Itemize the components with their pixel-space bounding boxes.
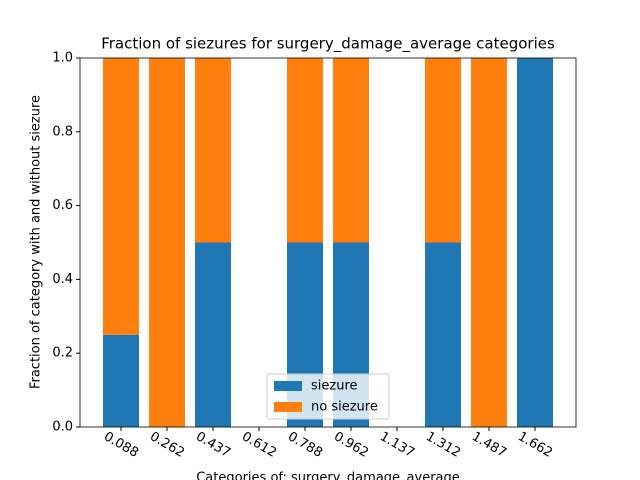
- x-tick-label: 1.487: [469, 429, 509, 461]
- chart-title: Fraction of siezures for surgery_damage_…: [101, 35, 555, 54]
- bar-segment: [333, 58, 369, 243]
- x-tick-label: 1.137: [377, 429, 417, 461]
- bar-segment: [195, 242, 231, 427]
- legend-label: siezure: [311, 379, 358, 394]
- bar-segment: [103, 58, 139, 335]
- y-tick-label: 1.0: [52, 51, 73, 66]
- y-axis-label: Fraction of category with and without si…: [29, 95, 44, 389]
- y-tick-label: 0.2: [52, 346, 73, 361]
- bar-segment: [425, 242, 461, 427]
- bar-segment: [149, 58, 185, 427]
- y-tick-label: 0.4: [52, 272, 73, 287]
- axes-frame: [79, 57, 577, 428]
- x-tick-label: 1.662: [515, 429, 555, 461]
- legend-label: no siezure: [311, 400, 378, 415]
- x-axis-label: Categories of: surgery_damage_average: [196, 471, 460, 480]
- bar-segment: [471, 58, 507, 427]
- y-tick-label: 0.8: [52, 124, 73, 139]
- bar-segment: [287, 58, 323, 243]
- bar-segment: [425, 58, 461, 243]
- x-tick-label: 0.088: [101, 429, 141, 461]
- bar-segment: [195, 58, 231, 243]
- bar-segment: [103, 334, 139, 427]
- y-tick-label: 0.6: [52, 198, 73, 213]
- x-tick-label: 0.262: [147, 429, 187, 461]
- x-tick-label: 0.612: [239, 429, 279, 461]
- x-tick-label: 0.788: [285, 429, 325, 461]
- legend-swatch: [274, 381, 302, 391]
- x-tick-label: 1.312: [423, 429, 463, 461]
- x-tick-label: 0.437: [193, 429, 233, 461]
- x-tick-label: 0.962: [331, 429, 371, 461]
- bar-segment: [517, 58, 553, 427]
- legend-swatch: [274, 402, 302, 412]
- y-tick-label: 0.0: [52, 420, 73, 435]
